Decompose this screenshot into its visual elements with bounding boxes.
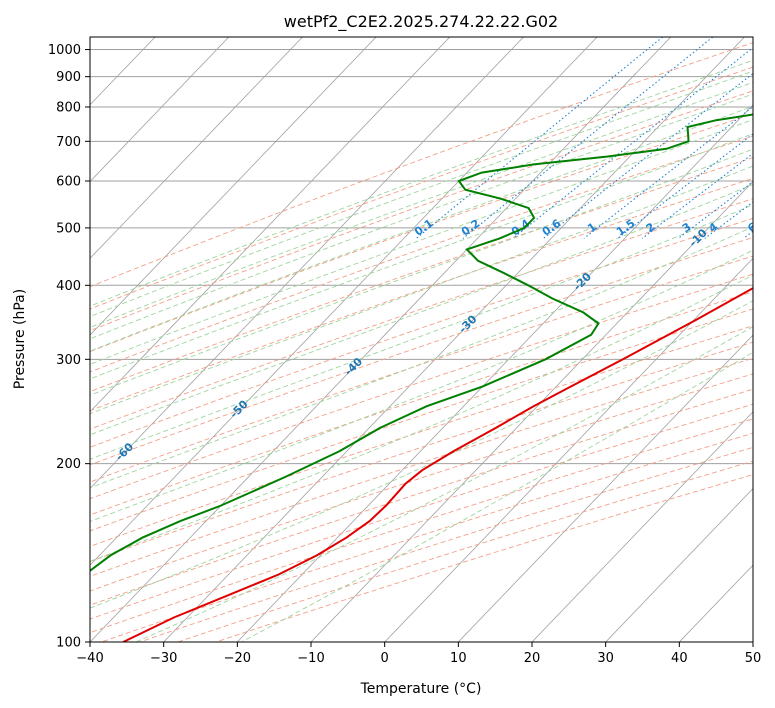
plot-frame <box>89 36 754 643</box>
mixing-ratio-label: 0.4 <box>509 217 533 239</box>
isotherm-line <box>752 641 753 642</box>
mixing-ratio-line <box>704 201 753 239</box>
y-axis-label: Pressure (hPa) <box>12 289 28 389</box>
mixing-ratio-label: 0.6 <box>540 217 564 239</box>
x-tick-label: −40 <box>76 651 103 666</box>
x-axis-ticks: −40 −30 −20 −10 0 10 20 30 40 50 <box>76 642 761 666</box>
moist-adiabat <box>90 300 753 609</box>
mixing-ratio-line <box>543 72 753 239</box>
moist-adiabat <box>90 226 753 489</box>
dry-adiabat <box>90 90 753 332</box>
dry-adiabat <box>90 217 753 448</box>
plot-background: -100-90-80-70-60-50-40-30-20-10010203040… <box>0 37 759 642</box>
dry-adiabat <box>90 291 753 516</box>
x-tick-label: 40 <box>671 651 688 666</box>
moist-adiabat <box>90 70 753 318</box>
isotherm-line <box>605 487 753 642</box>
isotherm-lines <box>0 37 753 642</box>
x-tick-label: 50 <box>745 651 762 666</box>
isotherm-line <box>90 37 303 259</box>
dry-adiabat <box>90 177 753 412</box>
dry-adiabat <box>90 325 753 547</box>
dry-adiabat <box>90 255 753 483</box>
moist-adiabat <box>90 59 753 307</box>
moist-adiabat <box>135 326 753 642</box>
isobar-gridlines <box>90 49 753 642</box>
dry-adiabat <box>90 418 753 634</box>
moist-adiabat <box>241 351 753 642</box>
isotherm-line <box>90 37 598 566</box>
mixing-ratio-lines <box>415 37 753 239</box>
mixing-ratio-line <box>641 152 753 239</box>
x-tick-label: 0 <box>381 651 389 666</box>
sounding-profiles <box>90 113 753 642</box>
isotherm-line <box>90 37 524 490</box>
y-tick-label: 1000 <box>48 43 81 58</box>
y-tick-label: 100 <box>56 636 81 651</box>
isotherm-label: -70 <box>0 482 22 505</box>
chart-title: wetPf2_C2E2.2025.274.22.22.G02 <box>284 12 558 32</box>
dry-adiabat <box>90 373 753 592</box>
y-tick-label: 300 <box>56 353 81 368</box>
isotherm-line <box>90 37 451 413</box>
dry-adiabat <box>90 135 753 373</box>
dry-adiabat <box>177 460 753 642</box>
mixing-ratio-label: 6 <box>745 220 759 235</box>
moist-adiabat <box>90 274 753 562</box>
isotherm-line <box>0 37 8 642</box>
temperature-profile <box>122 286 753 642</box>
isotherm-line <box>458 334 753 642</box>
y-tick-label: 800 <box>56 100 81 115</box>
isotherm-line <box>90 37 230 183</box>
mixing-ratio-label: 0.2 <box>459 217 482 239</box>
mixing-ratio-label: 0.1 <box>412 217 435 239</box>
mixing-ratio-line <box>677 181 753 239</box>
dry-adiabat <box>90 66 753 310</box>
dewpoint-profile <box>90 113 753 572</box>
x-tick-label: −20 <box>224 651 251 666</box>
isotherm-line <box>90 37 377 336</box>
x-tick-label: −30 <box>150 651 177 666</box>
dry-adiabat <box>90 113 753 353</box>
mixing-ratio-line <box>415 37 663 239</box>
isotherm-line <box>384 257 753 642</box>
dry-adiabat <box>90 42 753 288</box>
x-tick-label: 30 <box>597 651 614 666</box>
y-tick-label: 600 <box>56 174 81 189</box>
mixing-ratio-line <box>583 106 753 239</box>
dry-adiabat <box>90 403 753 620</box>
y-tick-label: 500 <box>56 221 81 236</box>
x-tick-label: 20 <box>524 651 541 666</box>
moist-adiabat <box>90 133 753 380</box>
isotherm-line <box>90 37 672 642</box>
isotherm-line <box>237 104 753 642</box>
y-tick-label: 200 <box>56 457 81 472</box>
moist-adiabat <box>90 204 753 460</box>
x-tick-label: 10 <box>450 651 467 666</box>
y-tick-label: 400 <box>56 279 81 294</box>
x-axis-label: Temperature (°C) <box>360 681 482 697</box>
dry-adiabat <box>90 198 753 430</box>
moist-adiabat-lines <box>90 59 753 642</box>
y-axis-ticks: 100 200 300 400 500 600 700 800 900 1000 <box>48 43 90 651</box>
mixing-ratio-label: 1.5 <box>614 217 637 239</box>
dry-adiabat <box>101 432 753 642</box>
isotherm-line <box>163 37 745 642</box>
dry-adiabat <box>90 157 753 393</box>
y-tick-label: 700 <box>56 135 81 150</box>
moist-adiabat <box>90 81 753 328</box>
y-tick-label: 900 <box>56 70 81 85</box>
mixing-ratio-line <box>462 37 714 239</box>
dry-adiabat <box>90 388 753 606</box>
x-tick-label: −10 <box>297 651 324 666</box>
isotherm-line <box>531 411 753 642</box>
dry-adiabat-lines <box>90 42 753 642</box>
mixing-ratio-line <box>743 230 753 239</box>
